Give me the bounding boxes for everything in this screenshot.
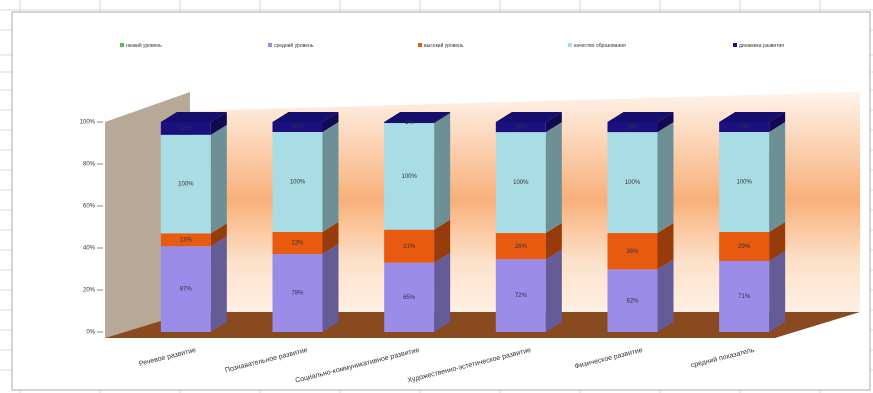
bar-side	[434, 113, 451, 230]
data-label: 100%	[290, 180, 306, 186]
bar-segment	[495, 132, 546, 234]
bar-side	[322, 112, 339, 132]
legend-label: динамика развития	[739, 43, 784, 49]
data-label: 100%	[513, 180, 529, 186]
data-label: 100%	[178, 182, 194, 188]
bar-segment	[719, 232, 770, 261]
bar-segment	[719, 261, 770, 332]
y-tick-label: 20%	[83, 288, 96, 294]
data-label: 78%	[291, 291, 304, 297]
bar-segment	[495, 122, 546, 133]
bar-side	[434, 112, 451, 124]
data-label: 100%	[736, 180, 752, 186]
bar-segment	[272, 122, 323, 132]
data-label: 72%	[515, 293, 528, 299]
data-label: 26%	[515, 244, 528, 250]
bar-segment	[719, 122, 770, 132]
data-label: 65%	[403, 295, 416, 301]
bar-segment	[272, 254, 323, 332]
data-label: 62%	[626, 298, 639, 304]
bar-top	[272, 112, 339, 122]
bar-side	[545, 249, 562, 332]
bar-side	[210, 236, 227, 332]
legend-label: качество образования	[574, 43, 626, 49]
bar-side	[769, 251, 786, 332]
bar-segment	[160, 246, 211, 332]
y-tick-label: 80%	[83, 162, 96, 168]
bar-top	[495, 112, 562, 122]
data-label: 100%	[401, 174, 417, 180]
bar-segment	[272, 232, 323, 254]
bar-side	[322, 122, 339, 232]
bar-segment	[160, 134, 211, 234]
bar-side	[322, 222, 339, 254]
data-label: 29%	[738, 244, 751, 250]
bar-side	[210, 124, 227, 234]
bar-segment	[384, 229, 435, 263]
bar-segment	[495, 259, 546, 332]
bar-side	[545, 223, 562, 260]
data-label: 87%	[180, 287, 193, 293]
bar-side	[657, 259, 674, 332]
legend-swatch	[418, 43, 422, 47]
data-label: 10%	[291, 125, 304, 131]
bar-segment	[495, 233, 546, 260]
bar-side	[769, 112, 786, 132]
bar-side	[769, 122, 786, 232]
bar-segment	[719, 132, 770, 232]
bar-segment	[384, 123, 435, 230]
bar-side	[210, 223, 227, 247]
data-label: 10%	[515, 125, 528, 131]
data-label: 31%	[403, 244, 416, 250]
bar-segment	[272, 132, 323, 232]
bar-top	[160, 112, 227, 122]
data-label: 1%	[405, 120, 414, 126]
y-tick-label: 40%	[83, 246, 96, 252]
bar-top	[384, 112, 451, 122]
legend-swatch	[268, 43, 272, 47]
legend-swatch	[120, 43, 124, 47]
bar-segment	[384, 122, 435, 124]
data-label: 13%	[180, 237, 193, 243]
y-tick-label: 60%	[83, 204, 96, 210]
legend-label: высокий уровень	[424, 42, 464, 49]
bar-top	[607, 112, 674, 122]
bar-segment	[160, 233, 211, 247]
bar-segment	[160, 122, 211, 135]
bar-segment	[607, 269, 658, 332]
data-label: 71%	[738, 294, 751, 300]
data-label: 100%	[625, 180, 641, 186]
legend-label: средний уровень	[274, 42, 314, 49]
bar-side	[434, 219, 451, 263]
bar-segment	[607, 132, 658, 234]
legend-swatch	[733, 43, 737, 47]
bar-segment	[607, 122, 658, 133]
bar-side	[545, 112, 562, 133]
data-label: 36%	[626, 249, 639, 255]
bar-side	[322, 244, 339, 332]
bar-side	[434, 252, 451, 332]
y-tick-label: 0%	[86, 330, 95, 336]
data-label: 13%	[180, 126, 193, 132]
bar-side	[657, 122, 674, 234]
bar-top	[719, 112, 786, 122]
bar-segment	[607, 233, 658, 270]
data-label: 22%	[291, 241, 304, 247]
bar-side	[769, 222, 786, 261]
bar-side	[210, 112, 227, 135]
legend-swatch	[568, 43, 572, 47]
legend-label: низкий уровень	[126, 42, 162, 49]
bar-segment	[384, 262, 435, 332]
data-label: 10%	[738, 125, 751, 131]
bar-side	[657, 223, 674, 270]
bar-side	[657, 112, 674, 133]
bar-side	[545, 122, 562, 234]
data-label: 10%	[626, 125, 639, 131]
y-tick-label: 100%	[80, 120, 96, 126]
